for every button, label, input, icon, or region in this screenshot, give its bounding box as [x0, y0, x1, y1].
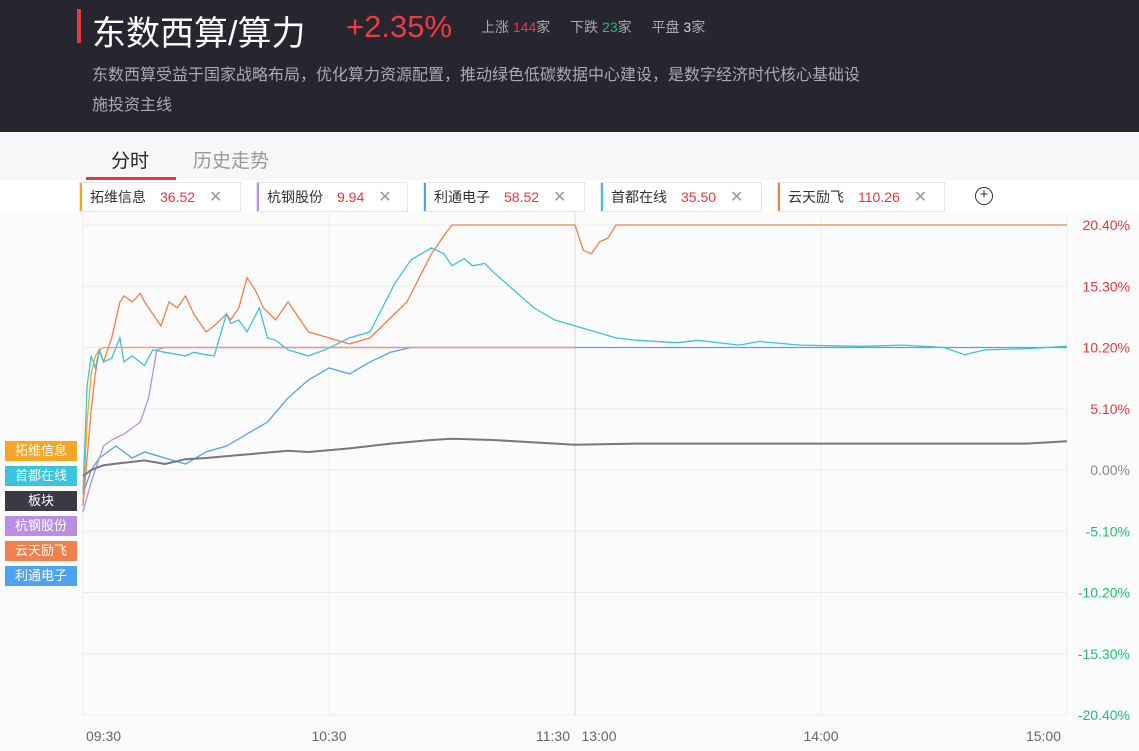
close-icon[interactable]: ✕	[378, 189, 392, 206]
y-tick-label: -5.10%	[1086, 523, 1130, 539]
y-tick-label: -10.20%	[1078, 585, 1130, 601]
stock-price: 36.52	[160, 189, 196, 205]
tab-bar: 分时 历史走势	[0, 132, 1139, 180]
stock-price: 110.26	[858, 189, 900, 205]
series-line	[82, 224, 1067, 507]
legend-item: 利通电子	[5, 566, 77, 586]
stock-tag[interactable]: 杭钢股份 9.94 ✕	[256, 182, 408, 212]
series-line	[82, 247, 1068, 495]
close-icon[interactable]: ✕	[209, 189, 223, 206]
x-tick-label: 11:30	[536, 728, 570, 744]
stock-price: 9.94	[337, 189, 365, 205]
stock-color-bar	[778, 183, 780, 211]
stock-name: 首都在线	[611, 189, 667, 205]
breadth-stats: 上涨 144家 下跌 23家 平盘 3家	[481, 17, 721, 37]
stock-name: 利通电子	[434, 189, 490, 205]
legend-item: 首都在线	[5, 466, 77, 486]
close-icon[interactable]: ✕	[730, 189, 744, 206]
tab-history[interactable]: 历史走势	[193, 151, 270, 172]
x-tick-label: 09:30	[86, 728, 121, 744]
series-line	[82, 437, 1068, 477]
stock-color-bar	[257, 183, 259, 211]
legend-item: 板块	[5, 491, 77, 511]
x-tick-label: 15:00	[1026, 728, 1061, 744]
up-stat: 上涨 144家	[481, 19, 551, 35]
y-tick-label: 20.40%	[1083, 217, 1130, 233]
header: 东数西算/算力 +2.35% 上涨 144家 下跌 23家 平盘 3家 东数西算…	[0, 0, 1139, 132]
series-line	[82, 346, 575, 513]
legend-item: 杭钢股份	[5, 516, 77, 536]
flat-stat: 平盘 3家	[651, 19, 706, 35]
page-title: 东数西算/算力	[92, 15, 306, 53]
y-tick-label: -20.40%	[1078, 707, 1130, 723]
stock-color-bar	[80, 183, 82, 211]
sector-change: +2.35%	[346, 9, 453, 44]
stock-price: 35.50	[681, 189, 717, 205]
stock-name: 杭钢股份	[267, 189, 323, 205]
down-stat: 下跌 23家	[570, 19, 632, 35]
stock-tag[interactable]: 拓维信息 36.52 ✕	[79, 182, 241, 212]
series-line	[82, 346, 1067, 495]
intraday-chart: 20.40% 15.30% 10.20% 5.10% 0.00% -5.10% -10.20…	[0, 212, 1139, 751]
stock-price: 58.52	[504, 189, 540, 205]
y-tick-label: 15.30%	[1083, 278, 1130, 294]
active-tab-underline	[86, 177, 176, 180]
y-tick-label: 10.20%	[1083, 340, 1130, 356]
close-icon[interactable]: ✕	[913, 189, 928, 206]
x-tick-label: 10:30	[311, 728, 346, 744]
x-tick-label: 14:00	[803, 728, 838, 744]
chart-background	[0, 212, 1139, 751]
x-tick-label: 13:00	[581, 728, 616, 744]
title-accent-bar	[77, 9, 81, 43]
close-icon[interactable]: ✕	[553, 189, 567, 206]
legend-item: 拓维信息	[5, 441, 77, 461]
stock-color-bar	[424, 183, 426, 211]
y-tick-label: 5.10%	[1090, 401, 1130, 417]
stock-name: 拓维信息	[90, 189, 146, 205]
stock-tag[interactable]: 利通电子 58.52 ✕	[423, 182, 585, 212]
stock-color-bar	[601, 183, 603, 211]
y-tick-label: -15.30%	[1078, 646, 1130, 662]
stock-tag[interactable]: 首都在线 35.50 ✕	[600, 182, 762, 212]
stock-name: 云天励飞	[788, 189, 844, 205]
y-tick-label: 0.00%	[1090, 462, 1130, 478]
tab-intraday[interactable]: 分时	[111, 151, 150, 172]
sector-description: 东数西算受益于国家战略布局，优化算力资源配置，推动绿色低碳数据中心建设，是数字经…	[92, 67, 861, 114]
legend-item: 云天励飞	[5, 541, 77, 561]
stock-tag[interactable]: 云天励飞 110.26 ✕	[777, 182, 945, 212]
add-stock-icon[interactable]: +	[975, 187, 993, 205]
